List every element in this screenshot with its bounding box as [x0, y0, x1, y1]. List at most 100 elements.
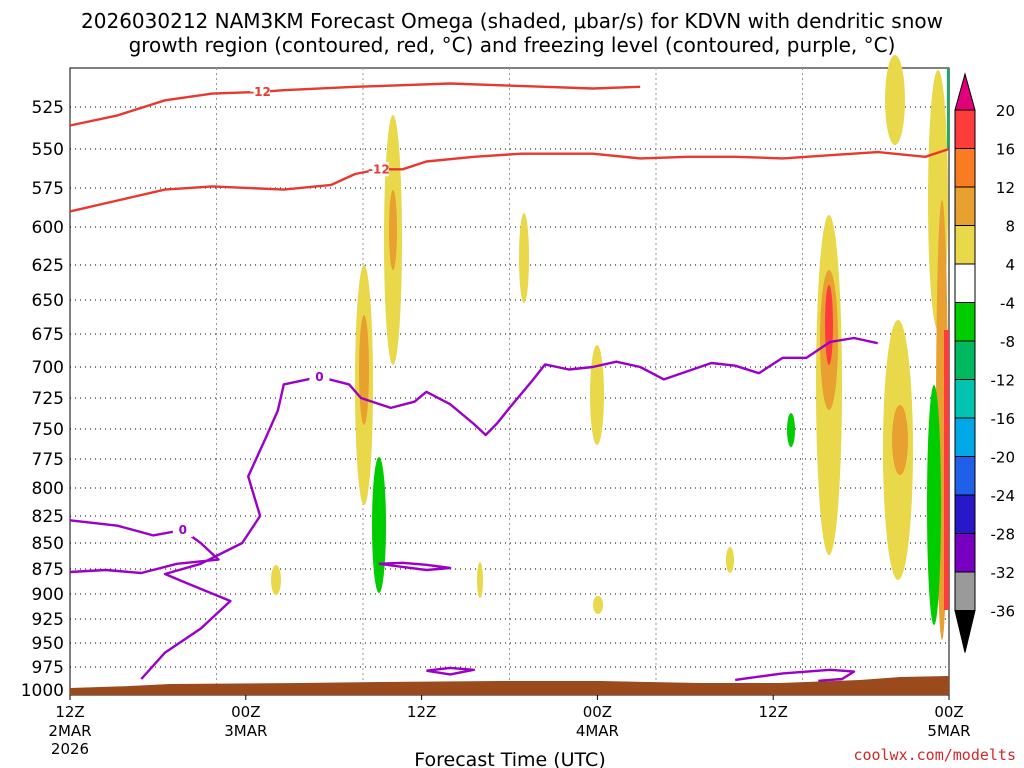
dgz-contour-label: -12: [249, 85, 271, 99]
colorbar-swatch: [954, 340, 976, 380]
colorbar-label: -8: [1000, 333, 1015, 351]
omega-positive-area: [519, 213, 529, 303]
colorbar-swatch: [954, 571, 976, 611]
omega-positive-area: [271, 565, 281, 595]
x-tick-label: 12Z: [55, 703, 84, 721]
x-tick-date: 2MAR: [48, 722, 91, 740]
freezing-level-contour: [426, 666, 476, 676]
colorbar-swatch: [954, 263, 976, 303]
y-tick-label: 525: [32, 98, 64, 118]
freezing-level-contour-label-bg: [172, 523, 193, 538]
dgz-contour: [69, 147, 950, 213]
omega-positive-area: [477, 562, 483, 598]
omega-positive-area: [944, 330, 949, 610]
colorbar-label: -4: [1000, 295, 1015, 313]
x-tick-year: 2026: [51, 740, 89, 758]
freezing-level-contour-label-bg: [309, 369, 330, 384]
omega-positive-area: [590, 345, 604, 445]
freezing-level-contour-label: 0: [179, 523, 187, 537]
omega-positive-area: [892, 405, 908, 475]
x-tick-date: 4MAR: [576, 722, 619, 740]
y-tick-label: 650: [32, 291, 64, 311]
y-tick-label: 775: [32, 450, 64, 470]
omega-negative-area: [927, 385, 941, 625]
colorbar-swatch: [954, 494, 976, 534]
y-tick-label: 575: [32, 179, 64, 199]
colorbar-top-arrow: [954, 72, 976, 111]
colorbar-swatch: [954, 225, 976, 265]
colorbar-label: -32: [991, 564, 1016, 582]
x-tick-label: 00Z: [231, 703, 260, 721]
x-tick-label: 12Z: [759, 703, 788, 721]
x-axis-label: Forecast Time (UTC): [414, 749, 605, 768]
credit-text: coolwx.com/modelts: [853, 746, 1016, 764]
colorbar-swatch: [954, 533, 976, 573]
colorbar-label: -20: [991, 449, 1016, 467]
colorbar-swatch: [954, 148, 976, 188]
y-tick-label: 850: [32, 534, 64, 554]
x-tick-label: 00Z: [583, 703, 612, 721]
plot-area: [69, 67, 950, 696]
colorbar-label: 12: [996, 179, 1015, 197]
chart-title-line1: 2026030212 NAM3KM Forecast Omega (shaded…: [81, 9, 943, 33]
y-tick-label: 600: [32, 218, 64, 238]
colorbar-swatch: [954, 379, 976, 419]
colorbar-swatch: [954, 302, 976, 342]
colorbar-label: 20: [996, 102, 1015, 120]
y-tick-label: 975: [32, 658, 64, 678]
y-tick-label: 800: [32, 479, 64, 499]
y-tick-label: 625: [32, 256, 64, 276]
x-tick-label: 00Z: [934, 703, 963, 721]
omega-positive-area: [885, 55, 905, 145]
omega-positive-area: [593, 596, 603, 614]
omega-negative-area: [787, 413, 795, 447]
y-tick-label: 550: [32, 140, 64, 160]
colorbar-label: -24: [991, 487, 1016, 505]
y-tick-label: 700: [32, 358, 64, 378]
freezing-level-contour: [140, 336, 878, 680]
colorbar-label: 8: [1005, 218, 1015, 236]
y-tick-label: 900: [32, 585, 64, 605]
omega-negative-area: [947, 68, 949, 148]
y-tick-label: 750: [32, 420, 64, 440]
colorbar-label: -12: [991, 372, 1016, 390]
omega-positive-area: [359, 315, 369, 425]
colorbar-label: -36: [991, 603, 1016, 621]
ground-surface: [70, 676, 949, 695]
omega-positive-area: [726, 547, 734, 573]
y-tick-label: 825: [32, 507, 64, 527]
dgz-contour-label-bg: [368, 162, 389, 177]
freezing-level-contour: [735, 668, 856, 682]
y-tick-label: 875: [32, 560, 64, 580]
x-tick-date: 3MAR: [224, 722, 267, 740]
y-tick-label: 675: [32, 325, 64, 345]
colorbar-swatch: [954, 417, 976, 457]
freezing-level-contour: [69, 519, 220, 575]
colorbar-bottom-arrow: [954, 610, 976, 653]
dgz-contour-label-bg: [250, 84, 271, 99]
omega-negative-area: [372, 457, 386, 593]
dgz-contour: [69, 82, 641, 127]
colorbar-label: -28: [991, 526, 1016, 544]
y-tick-label: 950: [32, 634, 64, 654]
x-tick-date: 5MAR: [927, 722, 970, 740]
y-tick-label: 1000: [21, 681, 64, 701]
contour-lines: -12 -12 0 0: [69, 82, 950, 682]
chart-title-line2: growth region (contoured, red, °C) and f…: [129, 33, 896, 57]
x-tick-label: 12Z: [407, 703, 436, 721]
y-axis: 525 550 575 600 625 650 675 700 725 750 775 800 825 8…: [21, 98, 64, 701]
omega-positive-area: [825, 285, 833, 365]
freezing-level-contour-label: 0: [315, 370, 323, 384]
dgz-contour-label: -12: [368, 162, 390, 176]
colorbar-label: -16: [991, 410, 1016, 428]
y-tick-label: 925: [32, 610, 64, 630]
colorbar-swatch: [954, 109, 976, 149]
omega-shading: [271, 55, 949, 640]
colorbar: 20 16 12 8 4 -4 -8 -12 -16 -20 -24 -28 -32 -36: [954, 72, 1016, 653]
colorbar-label: 4: [1005, 256, 1015, 274]
colorbar-swatch: [954, 456, 976, 496]
colorbar-label: 16: [996, 141, 1015, 159]
colorbar-swatch: [954, 186, 976, 226]
